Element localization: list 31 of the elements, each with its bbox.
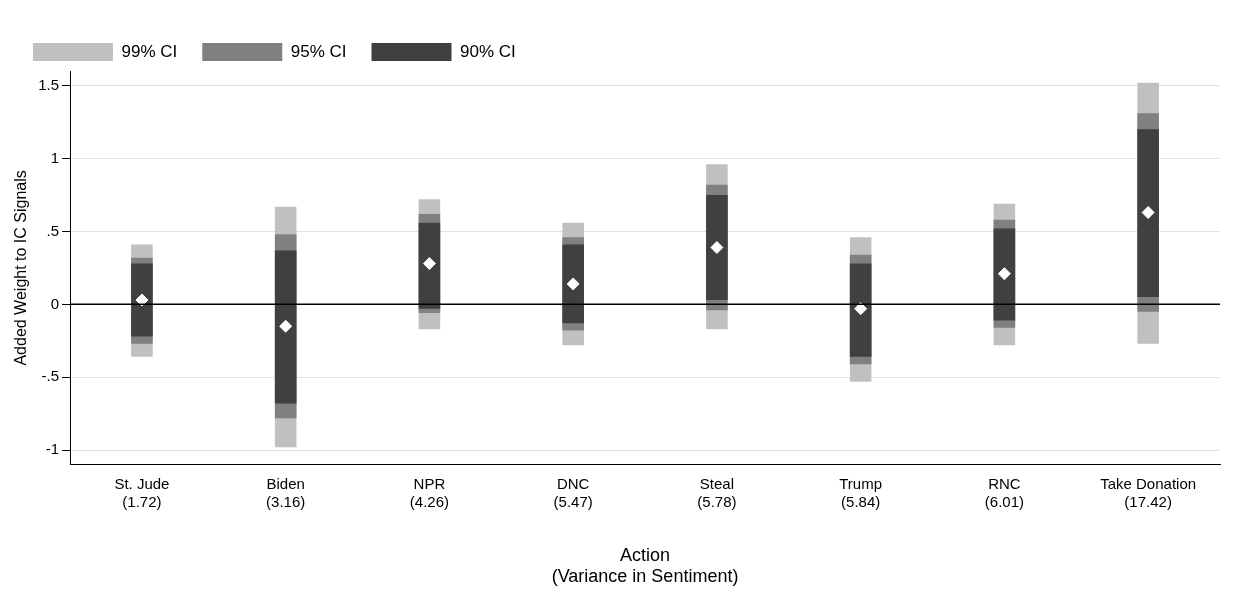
x-tick-label: Steal (5.78) bbox=[697, 474, 737, 510]
point bbox=[1141, 205, 1155, 219]
bar bbox=[1137, 129, 1159, 298]
bar bbox=[849, 263, 872, 357]
bar bbox=[274, 250, 297, 404]
legend-label: 90% CI bbox=[460, 41, 516, 61]
x-tick-label: NPR (4.26) bbox=[409, 474, 450, 510]
x-tick-label: Trump (5.84) bbox=[839, 474, 883, 510]
point bbox=[566, 277, 580, 291]
point bbox=[997, 267, 1011, 281]
y-tick-label: -.5 bbox=[41, 367, 60, 385]
point bbox=[135, 293, 149, 307]
y-tick-label: 0 bbox=[50, 294, 60, 312]
point bbox=[854, 302, 868, 316]
point bbox=[279, 319, 293, 333]
x-tick-label: Take Donation (17.42) bbox=[1100, 474, 1197, 510]
point bbox=[422, 257, 436, 271]
x-tick-label: DNC (5.47) bbox=[553, 474, 593, 510]
x-tick-label: Biden (3.16) bbox=[266, 474, 306, 510]
legend-label: 95% CI bbox=[290, 41, 347, 61]
y-tick-label: 1.5 bbox=[38, 75, 60, 93]
y-tick-label: 1 bbox=[50, 148, 60, 166]
y-tick-label: .5 bbox=[46, 221, 60, 239]
point bbox=[710, 240, 724, 254]
y-tick-label: -1 bbox=[45, 440, 60, 458]
x-tick-label: RNC (6.01) bbox=[984, 474, 1024, 510]
bar bbox=[706, 194, 728, 300]
x-axis-title: Action (Variance in Sentiment) bbox=[551, 544, 739, 587]
x-tick-label: St. Jude (1.72) bbox=[114, 474, 170, 510]
y-axis-title: Added Weight to IC Signals bbox=[12, 170, 30, 366]
legend-label: 99% CI bbox=[121, 41, 178, 61]
